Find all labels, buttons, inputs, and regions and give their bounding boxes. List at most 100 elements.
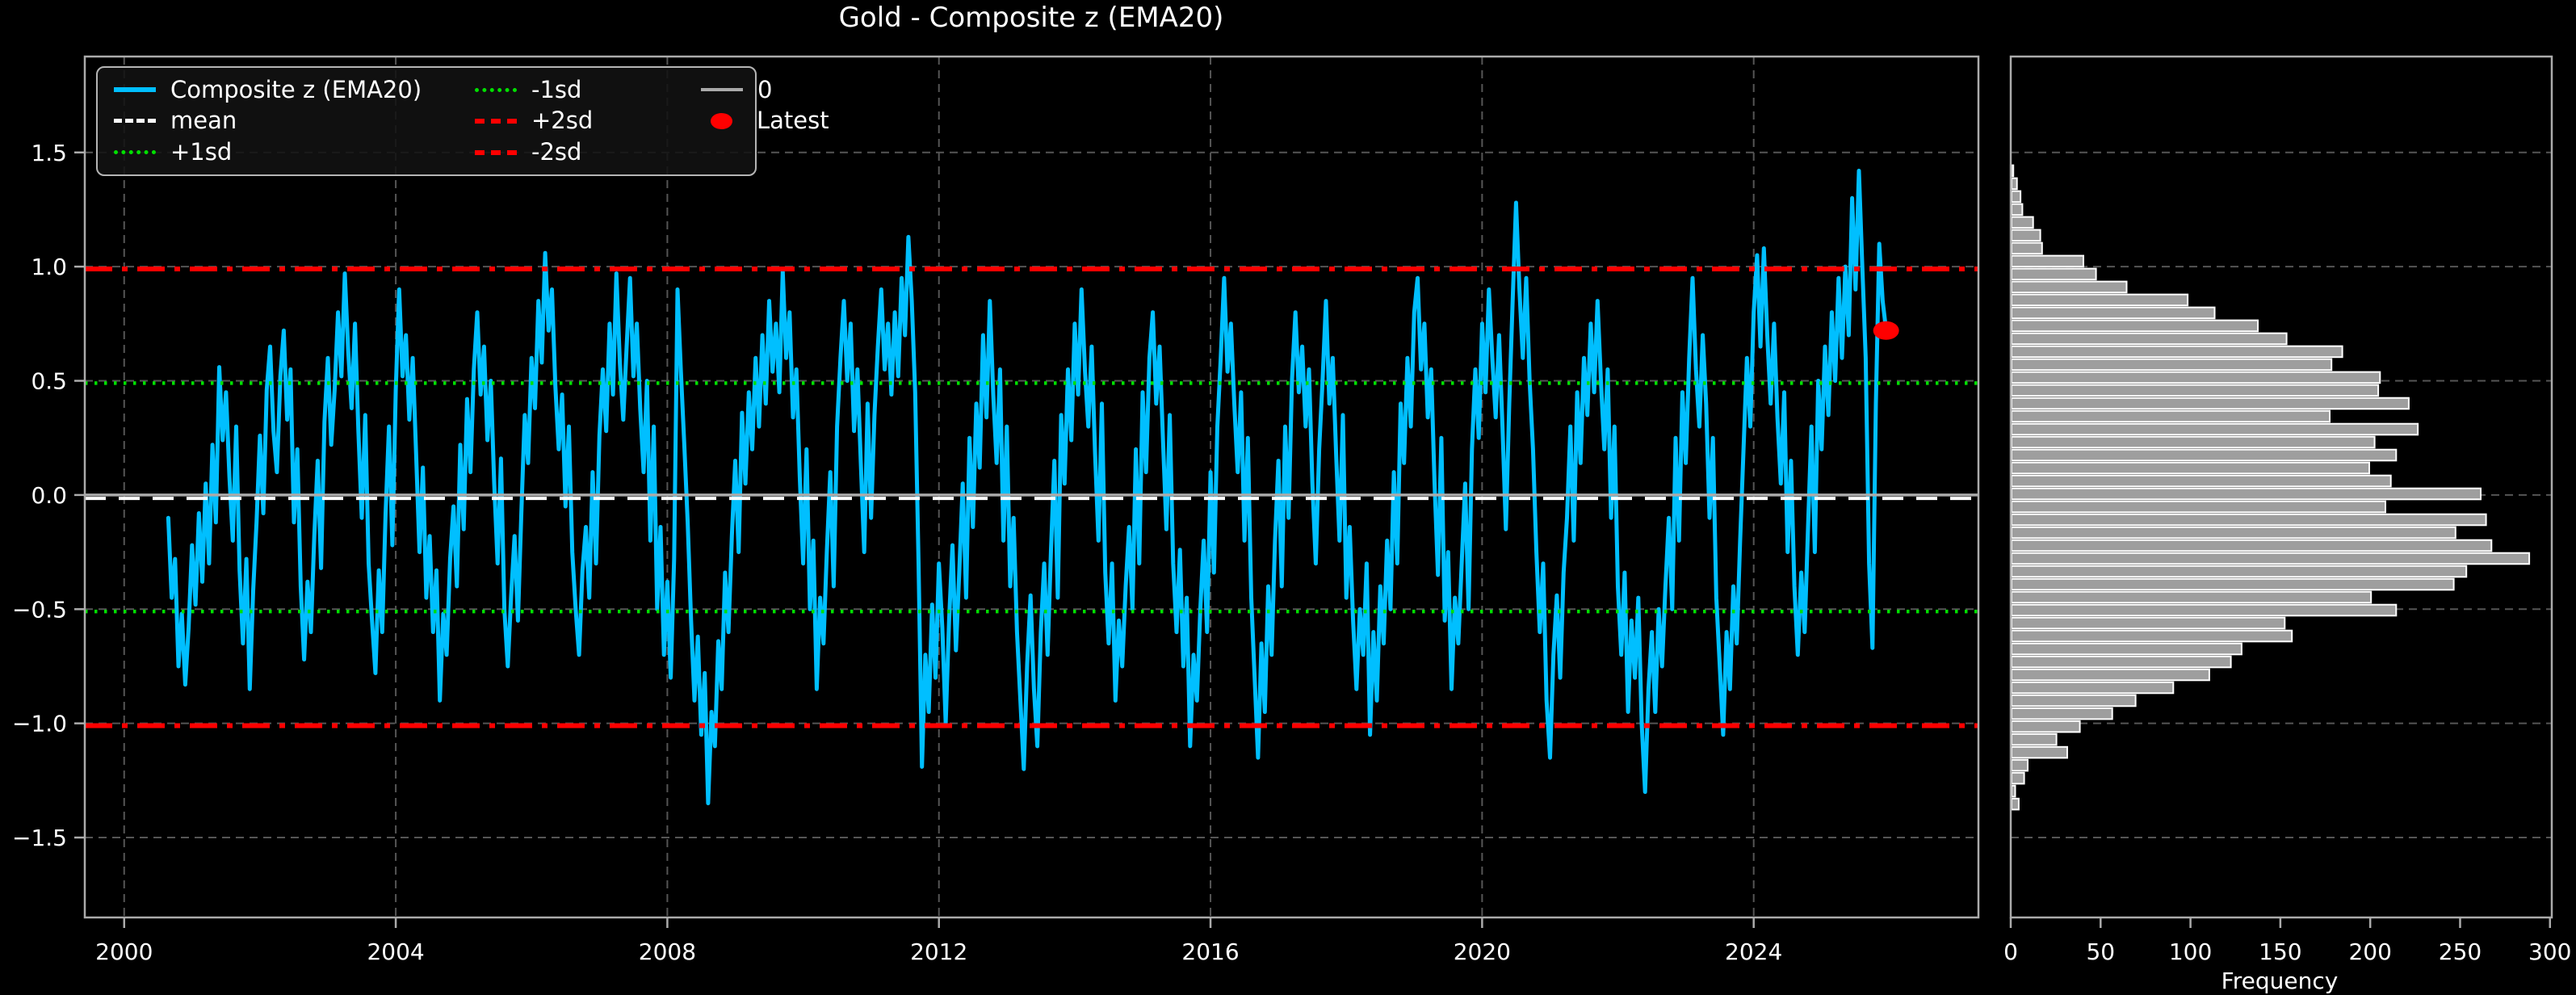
histogram-bar bbox=[2011, 254, 2084, 268]
histogram-bar bbox=[2011, 539, 2493, 552]
histogram-bar bbox=[2011, 319, 2259, 333]
histogram-bar bbox=[2011, 552, 2531, 565]
histogram-bar bbox=[2011, 668, 2210, 682]
legend-label: mean bbox=[170, 107, 237, 135]
plus1sd-line-swatch-icon bbox=[114, 150, 156, 155]
histogram-bar bbox=[2011, 397, 2410, 410]
gridlines bbox=[85, 57, 1978, 917]
histogram-bar bbox=[2011, 733, 2058, 746]
legend-item-minus2sd: -2sd bbox=[475, 141, 701, 164]
y-tick-label: 0.5 bbox=[31, 368, 67, 395]
series-line-swatch-icon bbox=[114, 87, 156, 93]
reference-lines bbox=[85, 266, 1978, 728]
hist-x-tick-label: 50 bbox=[2086, 938, 2115, 965]
composite-z-line bbox=[166, 168, 1889, 806]
histogram-bar bbox=[2011, 758, 2028, 772]
y-tick-label: −0.5 bbox=[12, 596, 67, 623]
histogram-bar bbox=[2011, 707, 2113, 720]
legend-label: 0 bbox=[757, 75, 773, 103]
hist-x-tick-label: 250 bbox=[2439, 938, 2482, 965]
mean-line-swatch-icon bbox=[114, 119, 156, 124]
hist-x-tick-label: 100 bbox=[2169, 938, 2212, 965]
histogram-bar bbox=[2011, 332, 2288, 346]
histogram-bar bbox=[2011, 500, 2386, 514]
histogram-bars bbox=[2011, 164, 2531, 811]
histogram-bar bbox=[2011, 720, 2081, 733]
histogram-bar bbox=[2011, 409, 2331, 423]
main-axis-ticks: 1.5 1.0 0.5 0.0 −0.5 −1.0 −1.5 2000 2004 2008 2012… bbox=[12, 140, 1782, 965]
legend-item-plus2sd: +2sd bbox=[475, 109, 701, 132]
histogram-bar bbox=[2011, 177, 2018, 191]
zero-line-swatch-icon bbox=[701, 88, 743, 92]
x-tick-label: 2012 bbox=[910, 938, 967, 965]
legend-label: -2sd bbox=[531, 138, 582, 166]
histogram-bar bbox=[2011, 577, 2455, 591]
histogram-bar bbox=[2011, 681, 2175, 695]
legend-item-plus1sd: +1sd bbox=[114, 141, 475, 164]
x-tick-label: 2008 bbox=[639, 938, 696, 965]
x-tick-label: 2020 bbox=[1454, 938, 1511, 965]
minus1sd-line-swatch-icon bbox=[475, 87, 517, 92]
histogram-bar bbox=[2011, 565, 2468, 578]
histogram-bar bbox=[2011, 422, 2419, 436]
histogram-bar bbox=[2011, 448, 2398, 462]
y-tick-label: 1.5 bbox=[31, 140, 67, 166]
x-tick-label: 2004 bbox=[367, 938, 424, 965]
histogram-bar bbox=[2011, 487, 2482, 501]
x-tick-label: 2000 bbox=[95, 938, 153, 965]
histogram-bar bbox=[2011, 384, 2380, 397]
histogram-bar bbox=[2011, 435, 2376, 449]
legend-label: +2sd bbox=[531, 107, 594, 135]
legend-item-latest: Latest bbox=[701, 109, 829, 132]
histogram-bar bbox=[2011, 345, 2343, 359]
histogram-x-axis-label: Frequency bbox=[2221, 968, 2339, 994]
hist-x-tick-label: 200 bbox=[2348, 938, 2391, 965]
histogram-axis-ticks: 0 50 100 150 200 250 300 bbox=[2003, 917, 2572, 965]
legend-label: Composite z (EMA20) bbox=[170, 75, 422, 103]
histogram-bar bbox=[2011, 280, 2128, 294]
histogram-bar bbox=[2011, 203, 2024, 216]
y-tick-label: −1.0 bbox=[12, 711, 67, 737]
legend-label: Latest bbox=[757, 107, 829, 135]
legend-item-minus1sd: -1sd bbox=[475, 78, 701, 102]
histogram-bar bbox=[2011, 771, 2025, 785]
latest-dot-swatch-icon bbox=[711, 112, 732, 129]
histogram-bar bbox=[2011, 590, 2373, 604]
histogram-bar bbox=[2011, 797, 2020, 811]
legend: Composite z (EMA20) mean +1sd -1sd +2sd … bbox=[96, 66, 829, 176]
histogram-bar bbox=[2011, 616, 2286, 630]
y-tick-label: 0.0 bbox=[31, 482, 67, 509]
legend-item-composite: Composite z (EMA20) bbox=[114, 78, 475, 102]
histogram: 0 50 100 150 200 250 300 bbox=[2003, 55, 2572, 965]
histogram-bar bbox=[2011, 216, 2034, 229]
histogram-bar bbox=[2011, 784, 2016, 798]
legend-item-mean: mean bbox=[114, 109, 475, 132]
main-axes-border bbox=[83, 55, 1980, 919]
histogram-bar bbox=[2011, 513, 2487, 527]
histogram-bar bbox=[2011, 642, 2242, 656]
histogram-bar bbox=[2011, 526, 2456, 539]
hist-x-tick-label: 300 bbox=[2528, 938, 2571, 965]
histogram-bar bbox=[2011, 745, 2068, 759]
histogram-bar bbox=[2011, 474, 2392, 488]
y-tick-label: 1.0 bbox=[31, 254, 67, 280]
histogram-bar bbox=[2011, 694, 2137, 707]
histogram-bar bbox=[2011, 190, 2022, 204]
main-chart: 1.5 1.0 0.5 0.0 −0.5 −1.0 −1.5 2000 2004 2008 2012… bbox=[12, 55, 1980, 965]
x-tick-label: 2024 bbox=[1725, 938, 1782, 965]
histogram-bar bbox=[2011, 603, 2398, 617]
minus2sd-line-swatch-icon bbox=[475, 149, 517, 155]
histogram-bar bbox=[2011, 306, 2216, 320]
histogram-bar bbox=[2011, 461, 2370, 475]
histogram-bar bbox=[2011, 229, 2041, 242]
legend-item-zero: 0 bbox=[701, 78, 829, 102]
histogram-bar bbox=[2011, 164, 2015, 178]
plus2sd-line-swatch-icon bbox=[475, 118, 517, 124]
y-tick-label: −1.5 bbox=[12, 825, 67, 851]
hist-x-tick-label: 150 bbox=[2259, 938, 2301, 965]
histogram-bar bbox=[2011, 655, 2232, 669]
latest-point-marker bbox=[1873, 321, 1899, 340]
legend-label: +1sd bbox=[170, 138, 233, 166]
